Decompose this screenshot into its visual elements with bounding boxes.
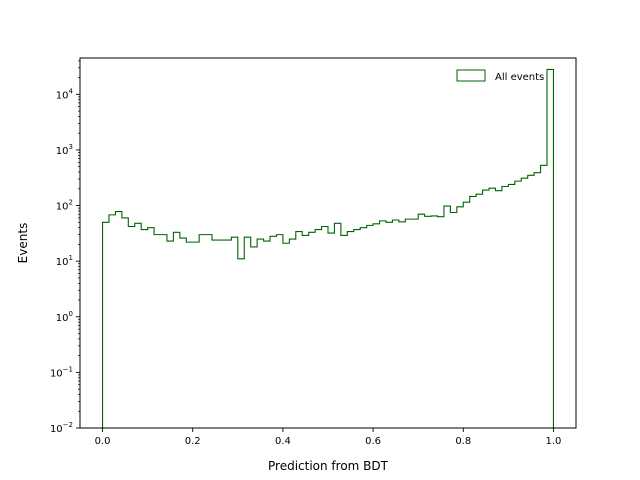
histogram-series-all-events [102, 68, 554, 428]
x-tick-label: 0.8 [455, 436, 471, 447]
legend: All events [456, 69, 544, 83]
legend-label: All events [495, 72, 544, 83]
x-tick-label: 0.4 [275, 436, 291, 447]
x-tick-label: 1.0 [546, 436, 562, 447]
axes-frame [79, 57, 577, 429]
x-tick-label: 0.0 [95, 436, 111, 447]
x-tick-label: 0.2 [185, 436, 201, 447]
y-axis-label: Events [16, 223, 30, 264]
legend-swatch [456, 69, 486, 82]
x-axis-ticks: 0.0 0.2 0.4 0.6 0.8 1.0 [95, 428, 562, 447]
x-tick-label: 0.6 [365, 436, 381, 447]
x-axis-label: Prediction from BDT [268, 459, 389, 473]
plot-area [102, 68, 554, 428]
